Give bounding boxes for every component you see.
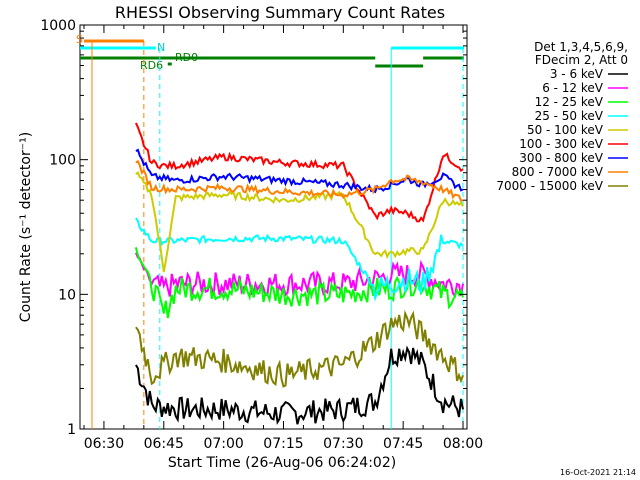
legend-entry-label: 7000 - 15000 keV [496,179,603,193]
legend-entry-label: 25 - 50 keV [535,109,604,123]
legend-entry-label: 50 - 100 keV [527,123,604,137]
y-tick-label: 100 [49,153,76,169]
x-tick-label: 07:00 [203,436,243,452]
legend-entry-label: 100 - 300 keV [519,137,603,151]
plot-frame [79,24,468,430]
y-tick-label: 1000 [40,18,76,34]
series-line [135,148,464,194]
y-tick-label: 1 [67,422,76,438]
series-line [134,122,464,223]
legend-entry-label: 800 - 7000 keV [512,165,604,179]
x-axis-label: Start Time (26-Aug-06 06:24:02) [168,455,396,471]
chart-title: RHESSI Observing Summary Count Rates [115,3,445,22]
series-line [135,217,464,302]
legend: Det 1,3,4,5,6,9, FDecim 2, Att 0 3 - 6 k… [496,40,628,193]
legend-header-line: Det 1,3,4,5,6,9, [534,40,628,54]
y-axis-label: Count Rate (s⁻¹ detector⁻¹) [18,132,34,322]
legend-header-line: FDecim 2, Att 0 [535,53,628,67]
series-line [135,170,464,273]
x-tick-label: 08:00 [443,436,483,452]
marker-rd6-label: RD6 [140,59,163,72]
legend-entry-label: 6 - 12 keV [542,81,604,95]
timestamp: 16-Oct-2021 21:14 [560,468,636,477]
y-tick-label: 10 [58,287,76,303]
series-line [135,159,464,202]
marker-n-label: N [157,41,165,54]
x-tick-label: 07:15 [263,436,303,452]
x-tick-label: 07:30 [323,436,363,452]
series-layer [134,122,464,425]
marker-s-label: S [76,33,83,46]
legend-entry-label: 12 - 25 keV [535,95,604,109]
legend-entry-label: 3 - 6 keV [550,67,604,81]
x-tick-label: 07:45 [383,436,423,452]
x-tick-label: 06:45 [144,436,184,452]
series-line [135,345,464,425]
series-line [135,309,464,388]
x-tick-label: 06:30 [84,436,124,452]
legend-entry-label: 300 - 800 keV [519,151,603,165]
tick-marks [80,25,467,430]
